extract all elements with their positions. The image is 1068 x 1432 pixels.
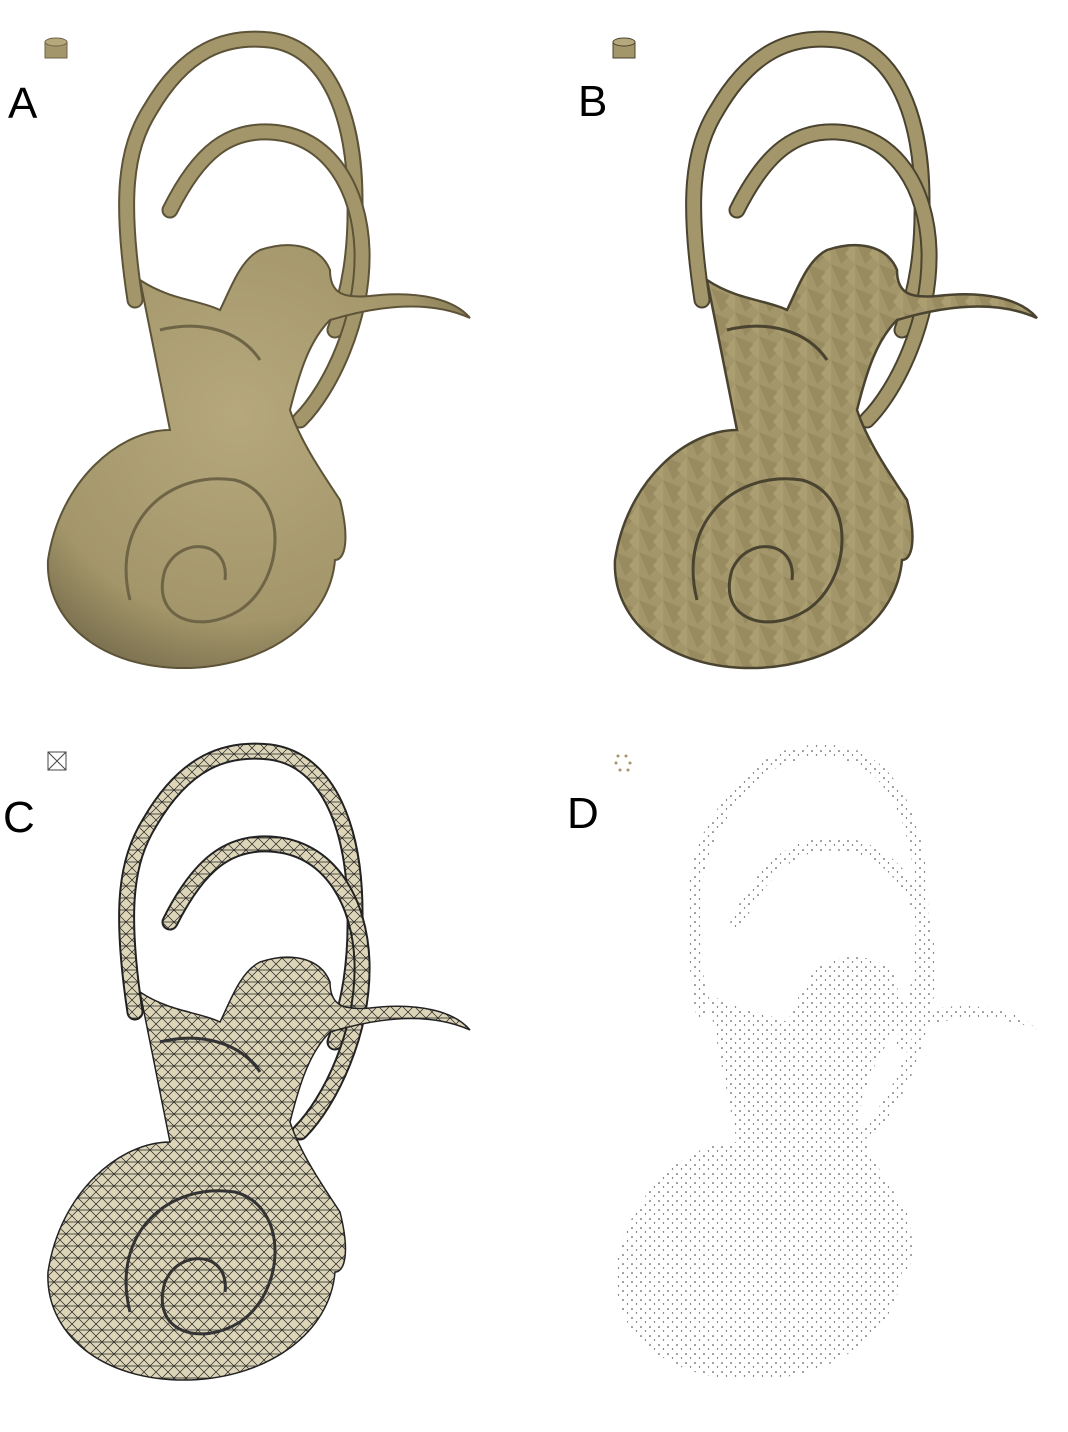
panel-d: D bbox=[567, 751, 1037, 1381]
panel-label: A bbox=[8, 79, 38, 128]
wireframe-render bbox=[47, 751, 471, 1381]
panel-label: D bbox=[567, 789, 599, 838]
panel-label: C bbox=[3, 793, 35, 842]
panel-label: B bbox=[578, 77, 607, 126]
flat-render bbox=[614, 39, 1037, 669]
panel-b: B bbox=[578, 37, 1037, 669]
point-render bbox=[614, 751, 1037, 1381]
wire-icon bbox=[47, 751, 67, 771]
panel-a: A bbox=[8, 37, 471, 669]
points-icon bbox=[614, 754, 632, 772]
prism-icon bbox=[612, 37, 636, 59]
cylinder-icon bbox=[44, 37, 68, 59]
smooth-render bbox=[47, 39, 471, 669]
panel-c: C bbox=[3, 751, 471, 1381]
